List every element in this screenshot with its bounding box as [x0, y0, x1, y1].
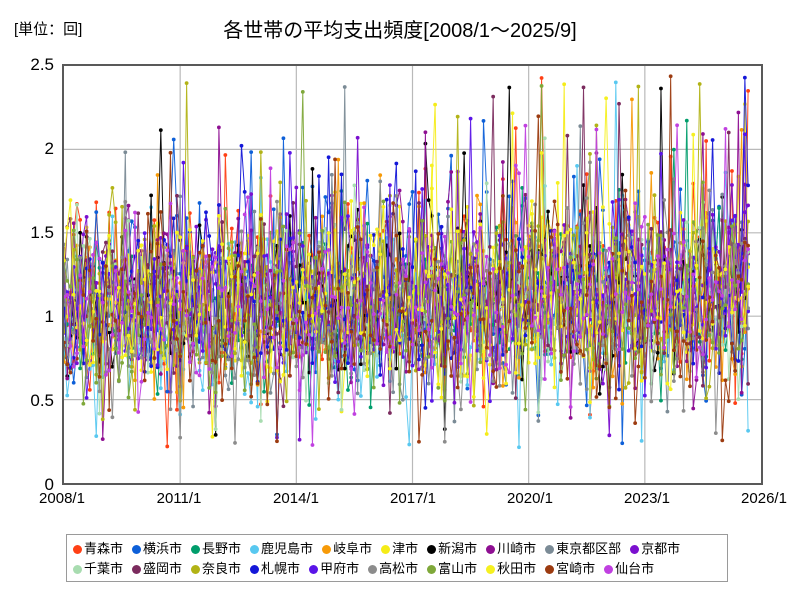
legend-label: 仙台市 [615, 561, 655, 576]
legend-label: 長野市 [202, 541, 242, 556]
legend-item[interactable]: 川崎市 [486, 539, 536, 559]
y-axis-tick-1: 1 [44, 307, 54, 326]
legend-marker-icon [73, 544, 82, 554]
legend-label: 京都市 [641, 541, 681, 556]
legend-marker-icon [250, 564, 260, 574]
legend-item[interactable]: 富山市 [427, 559, 477, 579]
legend-marker-icon [381, 544, 391, 554]
legend-label: 高松市 [379, 561, 419, 576]
legend-label: 青森市 [84, 541, 124, 556]
x-axis-tick-2017: 2017/1 [390, 490, 436, 507]
legend-label: 千葉市 [84, 561, 124, 576]
legend-marker-icon [486, 544, 496, 554]
legend-marker-icon [132, 564, 142, 574]
legend-label: 岐阜市 [333, 541, 373, 556]
legend-label: 横浜市 [143, 541, 183, 556]
legend-item[interactable]: 千葉市 [73, 559, 123, 579]
legend-item[interactable]: 奈良市 [191, 559, 241, 579]
legend-marker-icon [191, 544, 201, 554]
x-axis-tick-2011: 2011/1 [156, 490, 202, 507]
legend-label: 新潟市 [438, 541, 478, 556]
y-axis-tick-1-5: 1.5 [30, 223, 54, 242]
legend-item[interactable]: 横浜市 [132, 539, 182, 559]
legend-label: 川崎市 [497, 541, 537, 556]
legend-marker-icon [132, 544, 142, 554]
legend-label: 盛岡市 [143, 561, 183, 576]
legend-item[interactable]: 青森市 [73, 539, 123, 559]
legend-item[interactable]: 津市 [381, 539, 418, 559]
legend-item[interactable]: 甲府市 [309, 559, 359, 579]
legend-item[interactable]: 札幌市 [250, 559, 300, 579]
legend-marker-icon [604, 564, 614, 574]
legend-item[interactable]: 秋田市 [486, 559, 536, 579]
legend-label: 鹿児島市 [261, 541, 314, 556]
legend-marker-icon [486, 564, 496, 574]
legend-item[interactable]: 京都市 [630, 539, 680, 559]
legend-label: 宮崎市 [556, 561, 596, 576]
legend-marker-icon [191, 564, 201, 574]
legend-row-1: 青森市 横浜市 長野市 鹿児島市 岐阜市 津市 新潟市 川崎市 東京都区部 京都市 [73, 539, 721, 559]
legend-marker-icon [368, 564, 378, 574]
unit-label: [単位：回] [14, 21, 83, 38]
y-axis-tick-0-5: 0.5 [30, 391, 54, 410]
x-axis-tick-2023: 2023/1 [624, 490, 670, 507]
legend-label: 札幌市 [261, 561, 301, 576]
legend-marker-icon [545, 564, 555, 574]
legend-item[interactable]: 東京都区部 [545, 539, 621, 559]
legend-marker-icon [250, 544, 260, 554]
series-lines [64, 74, 750, 450]
legend-label: 富山市 [438, 561, 478, 576]
legend-item[interactable]: 仙台市 [604, 559, 654, 579]
chart-legend: 青森市 横浜市 長野市 鹿児島市 岐阜市 津市 新潟市 川崎市 東京都区部 京都市 千葉市 盛岡市 奈… [66, 534, 728, 582]
x-axis-tick-2026: 2026/1 [741, 490, 787, 507]
y-axis-tick-2: 2 [44, 139, 54, 158]
legend-label: 津市 [392, 541, 419, 556]
y-axis-tick-2-5: 2.5 [30, 55, 54, 74]
x-axis-tick-2008: 2008/1 [39, 490, 85, 507]
legend-marker-icon [73, 564, 82, 574]
y-axis-tick-0: 0 [44, 475, 54, 494]
legend-label: 奈良市 [202, 561, 242, 576]
legend-marker-icon [630, 544, 640, 554]
legend-item[interactable]: 鹿児島市 [250, 539, 313, 559]
chart-title: 各世帯の平均支出頻度[2008/1～2025/9] [223, 20, 577, 42]
legend-label: 甲府市 [320, 561, 360, 576]
legend-item[interactable]: 新潟市 [427, 539, 477, 559]
x-axis-tick-2020: 2020/1 [507, 490, 553, 507]
legend-marker-icon [427, 564, 437, 574]
legend-item[interactable]: 高松市 [368, 559, 418, 579]
legend-label: 秋田市 [497, 561, 537, 576]
x-axis-tick-2014: 2014/1 [273, 490, 319, 507]
legend-item[interactable]: 盛岡市 [132, 559, 182, 579]
legend-row-2: 千葉市 盛岡市 奈良市 札幌市 甲府市 高松市 富山市 秋田市 宮崎市 仙台市 [73, 559, 721, 579]
plot-area [62, 64, 763, 485]
legend-item[interactable]: 岐阜市 [322, 539, 372, 559]
legend-marker-icon [427, 544, 437, 554]
legend-marker-icon [545, 544, 555, 554]
legend-item[interactable]: 長野市 [191, 539, 241, 559]
legend-item[interactable]: 宮崎市 [545, 559, 595, 579]
legend-marker-icon [309, 564, 319, 574]
legend-label: 東京都区部 [556, 541, 622, 556]
legend-marker-icon [322, 544, 332, 554]
